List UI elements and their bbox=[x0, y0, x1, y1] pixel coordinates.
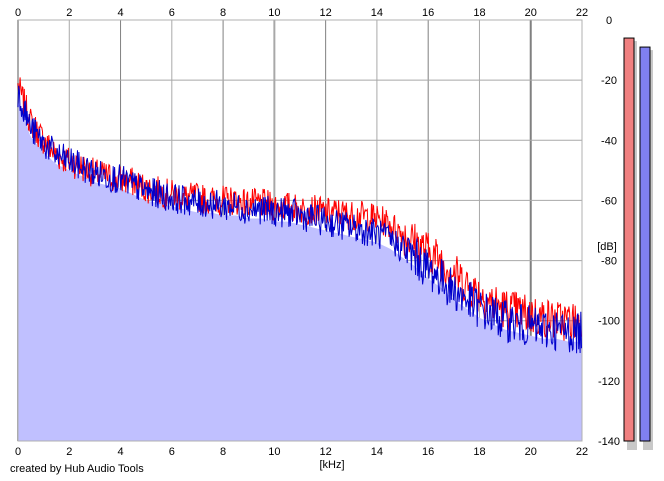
spectrum-series-blue bbox=[17, 85, 582, 354]
y-tick-label: 0 bbox=[606, 15, 612, 27]
x-tick-label-top: 10 bbox=[268, 7, 280, 19]
x-tick-label-top: 8 bbox=[220, 7, 226, 19]
x-tick-label-bottom: 14 bbox=[371, 446, 383, 458]
y-tick-label: -40 bbox=[601, 135, 617, 147]
x-tick-label-bottom: 12 bbox=[320, 446, 332, 458]
y-tick-labels: 0 -20 -40 -60 -80 -100 -120 -140 bbox=[598, 15, 620, 448]
y-tick-label: -120 bbox=[598, 376, 620, 388]
credit-text: created by Hub Audio Tools bbox=[10, 463, 144, 475]
x-tick-label-top: 14 bbox=[371, 7, 383, 19]
level-meter-red bbox=[623, 37, 635, 442]
x-tick-label-top: 12 bbox=[320, 7, 332, 19]
plot-border bbox=[17, 19, 583, 442]
x-tick-label-top: 16 bbox=[422, 7, 434, 19]
x-tick-label-top: 22 bbox=[576, 7, 588, 19]
x-tick-label-bottom: 16 bbox=[422, 446, 434, 458]
x-tick-label-bottom: 6 bbox=[169, 446, 175, 458]
x-tick-label-bottom: 4 bbox=[117, 446, 123, 458]
level-meter-blue bbox=[639, 46, 651, 442]
x-tick-label-top: 0 bbox=[15, 7, 21, 19]
x-tick-label-bottom: 2 bbox=[66, 446, 72, 458]
x-tick-label-top: 2 bbox=[66, 7, 72, 19]
x-axis-label: [kHz] bbox=[319, 459, 344, 471]
level-meters bbox=[623, 37, 653, 451]
x-tick-label-top: 6 bbox=[169, 7, 175, 19]
x-tick-label-bottom: 0 bbox=[15, 446, 21, 458]
y-axis-label: [dB] bbox=[597, 241, 617, 253]
x-tick-label-top: 4 bbox=[117, 7, 123, 19]
y-tick-label: -60 bbox=[601, 195, 617, 207]
y-tick-label: -20 bbox=[601, 75, 617, 87]
x-tick-label-top: 20 bbox=[525, 7, 537, 19]
y-tick-label: -140 bbox=[598, 436, 620, 448]
x-tick-label-top: 18 bbox=[473, 7, 485, 19]
y-tick-label: -100 bbox=[598, 316, 620, 328]
x-tick-labels-top: 0 2 4 6 8 10 12 14 16 18 20 22 bbox=[15, 7, 588, 19]
x-tick-label-bottom: 10 bbox=[268, 446, 280, 458]
y-tick-label: -80 bbox=[601, 256, 617, 268]
spectrum-fill-area bbox=[18, 101, 582, 441]
x-tick-labels-bottom: 0 2 4 6 8 10 12 14 16 18 20 22 bbox=[15, 446, 588, 458]
x-tick-label-bottom: 18 bbox=[473, 446, 485, 458]
x-tick-label-bottom: 20 bbox=[525, 446, 537, 458]
x-tick-label-bottom: 22 bbox=[576, 446, 588, 458]
x-tick-label-bottom: 8 bbox=[220, 446, 226, 458]
